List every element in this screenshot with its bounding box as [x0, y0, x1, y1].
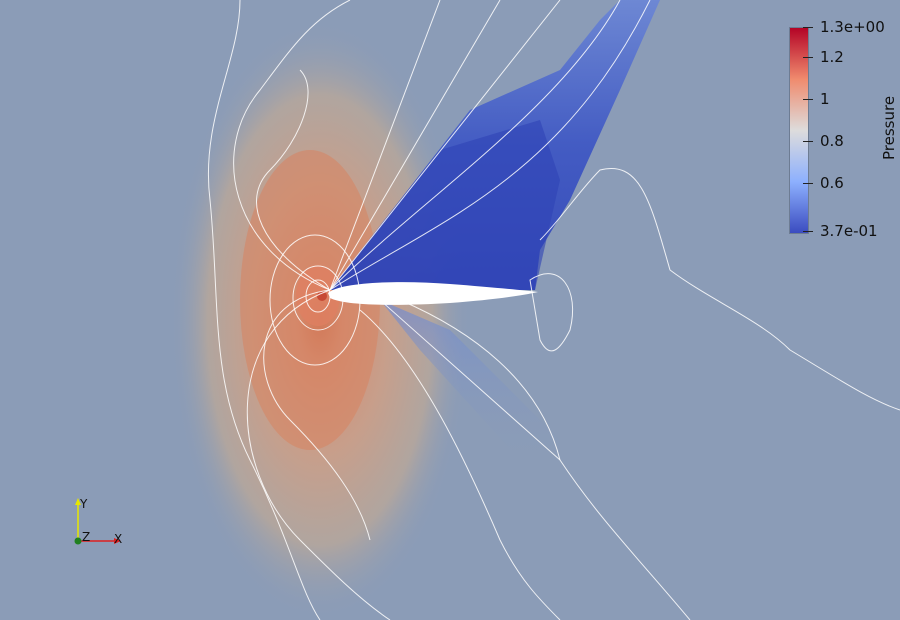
colorbar-tick — [803, 99, 813, 100]
colorbar-tick-label: 1 — [820, 90, 830, 108]
colorbar-tick — [803, 141, 813, 142]
colorbar-tick-label: 0.8 — [820, 132, 844, 150]
z-axis-label: Z — [82, 530, 91, 544]
x-axis-arrow — [114, 538, 121, 544]
pressure-colorbar — [789, 27, 809, 234]
colorbar-tick-label: 0.6 — [820, 174, 844, 192]
y-axis-label: Y — [80, 497, 88, 511]
colorbar-tick-min — [803, 231, 813, 232]
colorbar-tick — [803, 57, 813, 58]
y-axis-arrow — [75, 498, 81, 505]
x-axis-label: X — [114, 532, 123, 546]
colorbar-tick-label: 1.2 — [820, 48, 844, 66]
colorbar-title: Pressure — [880, 95, 898, 160]
colorbar-max-label: 1.3e+00 — [820, 18, 885, 36]
airfoil — [328, 282, 538, 305]
colorbar-min-label: 3.7e-01 — [820, 222, 878, 240]
colorbar-tick-max — [803, 27, 813, 28]
orientation-axes: Y Z X — [60, 495, 140, 555]
z-axis-origin — [74, 537, 82, 545]
contour-lines — [207, 0, 900, 620]
colorbar-tick — [803, 183, 813, 184]
